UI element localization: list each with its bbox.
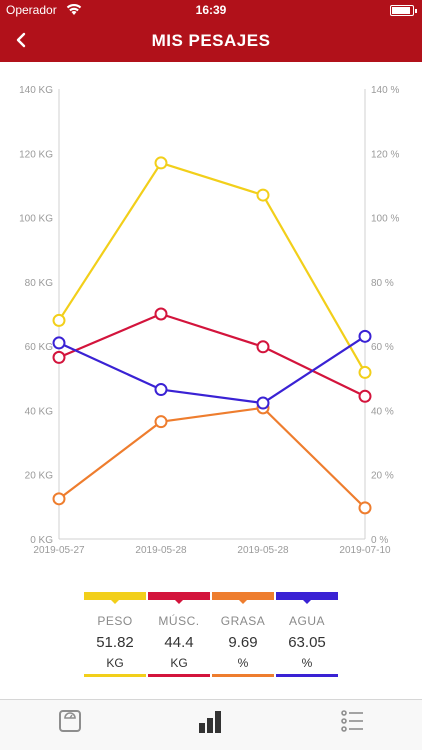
legend-underline — [276, 674, 338, 677]
series-point-3 — [52, 336, 66, 350]
y-left-tick-label: 0 KG — [30, 535, 53, 546]
series-line-2 — [58, 406, 366, 509]
y-right-tick-label: 40 % — [371, 406, 394, 417]
legend-underline — [212, 674, 274, 677]
status-bar: Operador 16:39 — [0, 0, 422, 20]
legend-item: MÚSC. 44.4 KG — [148, 592, 210, 678]
legend-notch — [110, 599, 120, 604]
legend-item: AGUA 63.05% — [276, 592, 338, 678]
legend-notch — [302, 599, 312, 604]
y-right-tick-label: 20 % — [371, 471, 394, 482]
y-left-tick-label: 20 KG — [25, 471, 54, 482]
series-line-0 — [58, 161, 366, 373]
legend-underline — [84, 674, 146, 677]
battery-icon — [390, 5, 417, 16]
legend-color-tab — [148, 592, 210, 600]
y-right-tick-label: 60 % — [371, 342, 394, 353]
bar-chart-icon — [199, 711, 221, 733]
navigation-bar: MIS PESAJES — [0, 20, 422, 62]
series-point-2 — [358, 501, 372, 515]
legend-notch — [174, 599, 184, 604]
series-point-1 — [52, 350, 66, 364]
y-left-tick-label: 120 KG — [19, 149, 53, 160]
y-left-tick-label: 100 KG — [19, 214, 53, 225]
legend-value: 9.69 — [228, 634, 258, 651]
clock: 16:39 — [195, 3, 227, 17]
page-title: MIS PESAJES — [151, 31, 271, 50]
back-chevron-icon[interactable] — [10, 28, 34, 52]
y-right-tick-label: 100 % — [371, 214, 399, 225]
series-line-3 — [58, 335, 366, 405]
series-point-3 — [154, 383, 168, 397]
legend-item: PESO 51.82 KG — [84, 592, 146, 678]
battery-level — [392, 7, 410, 14]
y-left-tick-label: 80 KG — [25, 278, 54, 289]
weight-history-chart: 0 KG 20 KG 40 KG 60 KG 80 KG 100 KG 120 KG 140 … — [19, 85, 399, 556]
series-point-2 — [52, 492, 66, 506]
legend-color-tab — [276, 592, 338, 600]
legend-value: 63.05 — [288, 634, 326, 651]
series-point-1 — [358, 389, 372, 403]
x-tick-label: 2019-07-10 — [339, 545, 391, 556]
y-left-tick-label: 60 KG — [25, 342, 54, 353]
series-point-0 — [154, 156, 168, 170]
carrier-label: Operador — [6, 3, 57, 17]
legend-unit: % — [237, 656, 249, 670]
wifi-icon — [66, 3, 82, 15]
tab-list[interactable] — [337, 706, 367, 736]
chart-legend: PESO 51.82 KG MÚSC. 44.4 KG GRASA 9.69% AGUA 63.0… — [84, 592, 338, 682]
scale-icon — [59, 710, 81, 732]
legend-item: GRASA 9.69% — [212, 592, 274, 678]
legend-name: GRASA — [220, 614, 266, 628]
legend-color-tab — [84, 592, 146, 600]
tab-chart[interactable] — [196, 706, 226, 736]
series-point-0 — [52, 313, 66, 327]
legend-value: 51.82 — [96, 634, 134, 651]
series-line-1 — [58, 312, 366, 398]
y-right-tick-label: 140 % — [371, 85, 399, 96]
legend-underline — [148, 674, 210, 677]
x-tick-label: 2019-05-27 — [33, 545, 85, 556]
legend-name: AGUA — [288, 614, 325, 628]
x-tick-label: 2019-05-28 — [237, 545, 289, 556]
series-point-1 — [154, 307, 168, 321]
series-point-1 — [256, 340, 270, 354]
y-right-tick-label: 80 % — [371, 278, 394, 289]
series-point-3 — [358, 329, 372, 343]
y-right-tick-label: 120 % — [371, 149, 399, 160]
legend-color-tab — [212, 592, 274, 600]
legend-unit: KG — [170, 656, 188, 670]
series-point-3 — [256, 396, 270, 410]
legend-value: 44.4 — [164, 634, 194, 651]
tab-scale[interactable] — [55, 706, 85, 736]
series-point-0 — [358, 365, 372, 379]
y-left-tick-label: 40 KG — [25, 406, 54, 417]
legend-name: MÚSC. — [158, 614, 200, 628]
series-point-0 — [256, 188, 270, 202]
legend-notch — [238, 599, 248, 604]
legend-unit: KG — [106, 656, 124, 670]
y-right-tick-label: 0 % — [371, 535, 388, 546]
tab-bar — [0, 699, 422, 750]
legend-name: PESO — [97, 614, 133, 628]
list-icon — [341, 710, 363, 732]
legend-unit: % — [301, 656, 313, 670]
x-tick-label: 2019-05-28 — [135, 545, 187, 556]
y-left-tick-label: 140 KG — [19, 85, 53, 96]
series-point-2 — [154, 415, 168, 429]
